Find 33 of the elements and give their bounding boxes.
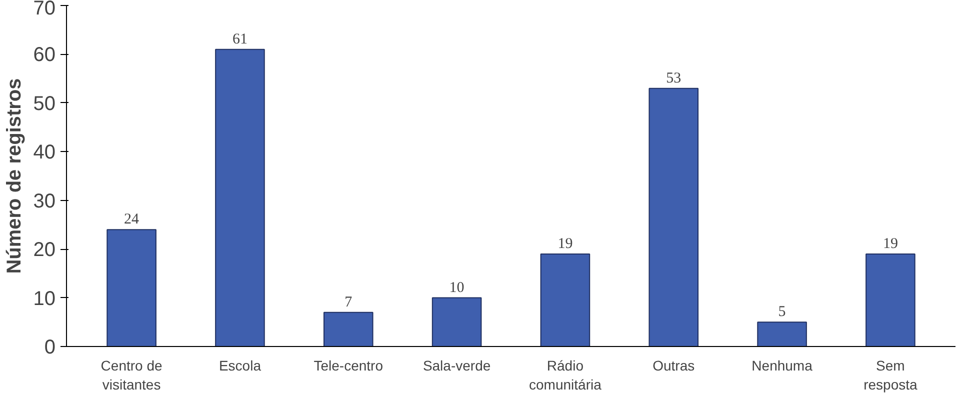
y-tick-label: 50 — [33, 92, 56, 115]
y-tick-label: 0 — [44, 336, 56, 358]
bar — [757, 322, 807, 346]
x-tick-label: Nenhuma — [752, 358, 813, 374]
y-tick-label: 60 — [33, 44, 56, 66]
bar — [432, 297, 482, 346]
x-tick-label: Tele-centro — [314, 358, 384, 374]
data-label: 19 — [558, 236, 573, 252]
y-tick-label: 70 — [33, 0, 56, 20]
data-label: 7 — [344, 294, 353, 310]
data-label: 19 — [882, 236, 898, 252]
bar — [866, 253, 916, 346]
x-tick-label: Sem resposta — [864, 358, 918, 393]
data-label: 10 — [449, 280, 464, 296]
data-label: 61 — [232, 31, 248, 48]
y-tick-label: 10 — [33, 288, 56, 310]
x-tick-label: Sala-verde — [422, 358, 491, 374]
bar — [215, 48, 265, 346]
data-label: 24 — [124, 212, 140, 228]
bar — [648, 88, 699, 346]
y-tick-label: 20 — [33, 239, 56, 262]
y-axis-title: Número de registros — [3, 78, 26, 274]
data-label: 5 — [778, 304, 786, 320]
y-tick-label: 40 — [33, 142, 56, 164]
bar — [106, 229, 156, 346]
y-tick-label: 30 — [33, 190, 56, 212]
x-tick-label: Escola — [218, 358, 262, 374]
x-tick-label: Centro de visitantes — [100, 358, 163, 393]
bar — [540, 253, 590, 346]
x-tick-label: Rádio comunitária — [529, 358, 602, 393]
bar — [323, 312, 374, 346]
x-tick-label: Outras — [652, 358, 695, 374]
data-label: 53 — [666, 70, 682, 86]
